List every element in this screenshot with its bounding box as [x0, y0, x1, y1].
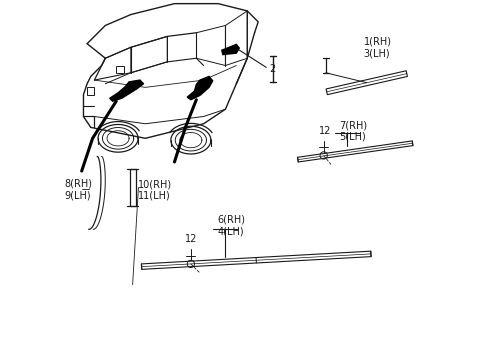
- Text: 2: 2: [269, 64, 276, 74]
- Polygon shape: [110, 80, 144, 101]
- Text: 7(RH)
5(LH): 7(RH) 5(LH): [339, 120, 367, 142]
- Text: 8(RH)
9(LH): 8(RH) 9(LH): [64, 178, 93, 200]
- Text: 12: 12: [319, 127, 332, 136]
- Text: 12: 12: [185, 234, 197, 244]
- Text: 10(RH)
11(LH): 10(RH) 11(LH): [138, 179, 172, 201]
- Text: 6(RH)
4(LH): 6(RH) 4(LH): [217, 215, 245, 237]
- Polygon shape: [222, 44, 239, 55]
- Text: 1(RH)
3(LH): 1(RH) 3(LH): [364, 36, 392, 58]
- Polygon shape: [187, 76, 213, 100]
